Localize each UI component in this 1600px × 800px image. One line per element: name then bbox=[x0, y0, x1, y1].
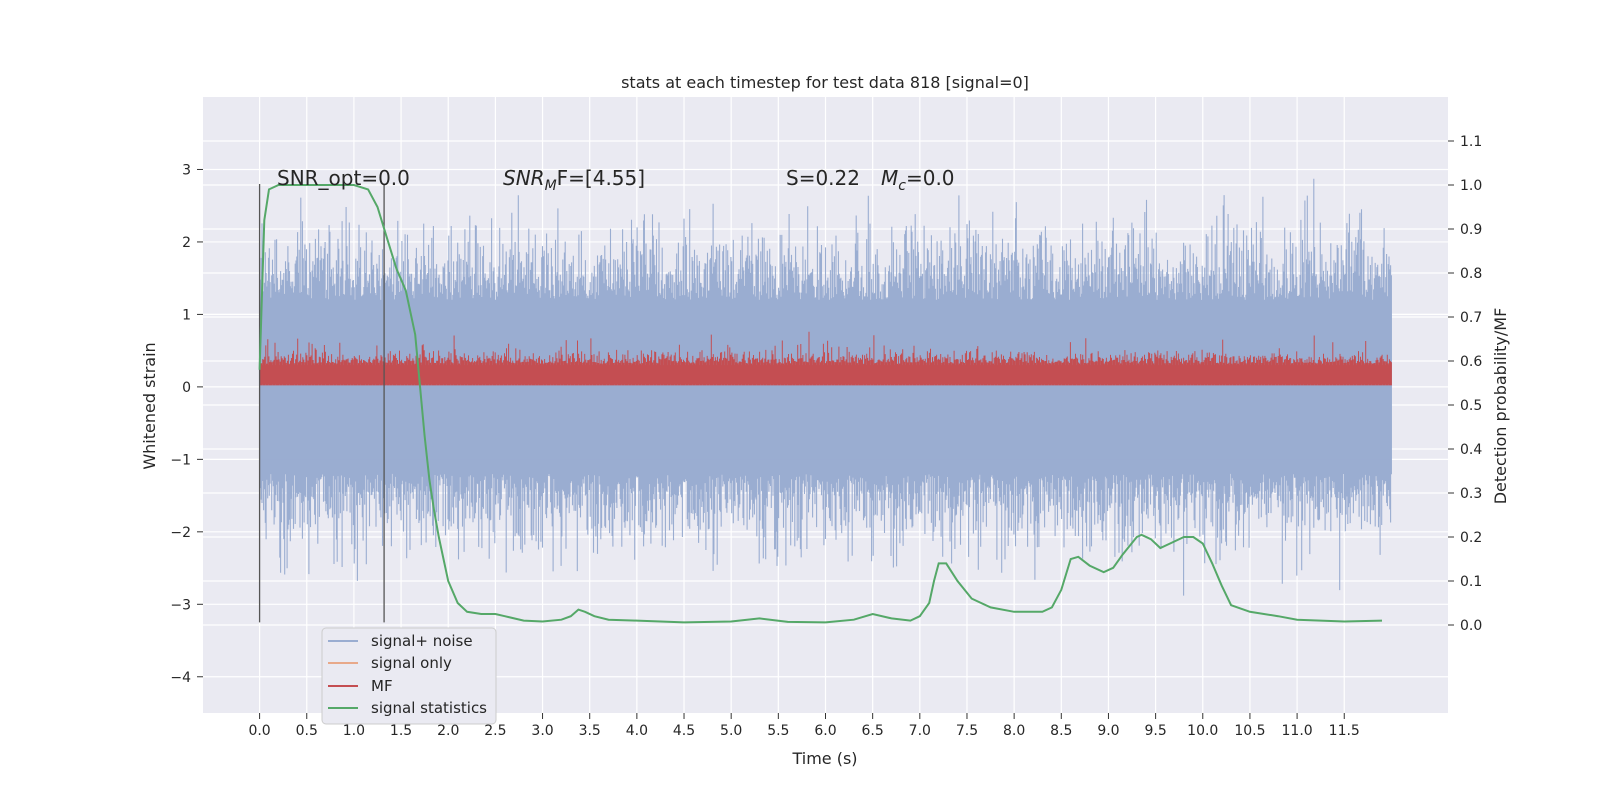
noise-core bbox=[259, 314, 1392, 460]
right-axis-label: Detection probability/MF bbox=[1491, 308, 1510, 505]
x-tick-label: 9.0 bbox=[1097, 723, 1119, 739]
y-tick-label: 0 bbox=[182, 380, 191, 396]
right-tick-label: 0.4 bbox=[1460, 442, 1482, 458]
legend: signal+ noise signal only MF signal stat… bbox=[321, 627, 497, 725]
mf-core bbox=[259, 365, 1392, 384]
right-tick-label: 0.0 bbox=[1460, 618, 1482, 634]
x-axis-label: Time (s) bbox=[791, 749, 857, 768]
annotation-snr-opt: SNR_opt=0.0 bbox=[277, 166, 410, 190]
x-tick-label: 5.5 bbox=[767, 723, 789, 739]
x-tick-label: 4.5 bbox=[673, 723, 695, 739]
x-tick-label: 0.0 bbox=[248, 723, 270, 739]
x-tick-label: 8.5 bbox=[1050, 723, 1072, 739]
x-tick-label: 9.5 bbox=[1144, 723, 1166, 739]
x-tick-label: 1.5 bbox=[390, 723, 412, 739]
vertical-markers bbox=[258, 183, 385, 623]
legend-label-mf: MF bbox=[371, 677, 393, 695]
mc-sub: c bbox=[898, 178, 906, 194]
x-tick-label: 11.0 bbox=[1282, 723, 1313, 739]
right-tick-label: 0.2 bbox=[1460, 530, 1482, 546]
x-tick-label: 7.5 bbox=[956, 723, 978, 739]
y-tick-label: 2 bbox=[182, 235, 191, 251]
x-tick-label: 10.0 bbox=[1187, 723, 1218, 739]
right-axis-ticks: 0.0 0.1 0.2 0.3 0.4 0.5 0.6 0.7 0.8 0.9 1.0 1.1 bbox=[1448, 134, 1482, 634]
x-tick-label: 2.0 bbox=[437, 723, 459, 739]
statistics-line bbox=[258, 184, 1383, 624]
mc-main: M bbox=[881, 166, 898, 190]
x-tick-label: 8.0 bbox=[1003, 723, 1025, 739]
x-tick-label: 6.0 bbox=[814, 723, 836, 739]
y-axis-label: Whitened strain bbox=[140, 342, 159, 469]
x-axis-ticks: 0.0 0.5 1.0 1.5 2.0 2.5 3.0 3.5 4.0 4.5 5.0 5.5 6.0 6… bbox=[248, 713, 1360, 739]
x-tick-label: 4.0 bbox=[626, 723, 648, 739]
legend-label-noise: signal+ noise bbox=[371, 632, 473, 650]
y-tick-label: −3 bbox=[170, 597, 191, 613]
x-tick-label: 11.5 bbox=[1329, 723, 1360, 739]
x-tick-label: 5.0 bbox=[720, 723, 742, 739]
y-axis-ticks: −4 −3 −2 −1 0 1 2 3 bbox=[170, 162, 203, 686]
right-tick-label: 0.9 bbox=[1460, 222, 1482, 238]
x-tick-label: 0.5 bbox=[296, 723, 318, 739]
legend-box bbox=[321, 627, 497, 725]
x-tick-label: 3.5 bbox=[579, 723, 601, 739]
x-tick-label: 2.5 bbox=[484, 723, 506, 739]
right-tick-label: 0.5 bbox=[1460, 398, 1482, 414]
x-tick-label: 10.5 bbox=[1234, 723, 1265, 739]
legend-label-signal-only: signal only bbox=[371, 654, 452, 672]
right-tick-label: 0.6 bbox=[1460, 354, 1482, 370]
right-tick-label: 0.8 bbox=[1460, 266, 1482, 282]
y-tick-label: −4 bbox=[170, 670, 191, 686]
mc-rest: =0.0 bbox=[906, 166, 955, 190]
annotation-s-value: S=0.22 bbox=[786, 166, 860, 190]
right-tick-label: 1.0 bbox=[1460, 178, 1482, 194]
x-tick-label: 6.5 bbox=[862, 723, 884, 739]
mf-series bbox=[259, 331, 1392, 386]
right-tick-label: 0.1 bbox=[1460, 574, 1482, 590]
y-tick-label: −2 bbox=[170, 525, 191, 541]
y-tick-label: −1 bbox=[170, 452, 191, 468]
y-tick-label: 1 bbox=[182, 307, 191, 323]
signal-statistics-series bbox=[258, 184, 1383, 624]
right-tick-label: 0.7 bbox=[1460, 310, 1482, 326]
snr-mf-rest: F=[4.55] bbox=[557, 166, 645, 190]
snr-mf-main: SNR bbox=[503, 166, 545, 190]
x-tick-label: 7.0 bbox=[909, 723, 931, 739]
legend-label-statistics: signal statistics bbox=[371, 699, 487, 717]
right-tick-label: 0.3 bbox=[1460, 486, 1482, 502]
x-tick-label: 1.0 bbox=[343, 723, 365, 739]
annotation-snr-mf: SNRMF=[4.55] bbox=[503, 166, 645, 194]
chart-title: stats at each timestep for test data 818… bbox=[621, 73, 1029, 92]
snr-mf-sub: M bbox=[545, 178, 557, 194]
x-tick-label: 3.0 bbox=[531, 723, 553, 739]
annotation-mc: Mc=0.0 bbox=[881, 166, 955, 194]
y-tick-label: 3 bbox=[182, 162, 191, 178]
signal-noise-series bbox=[259, 178, 1392, 596]
right-tick-label: 1.1 bbox=[1460, 134, 1482, 150]
